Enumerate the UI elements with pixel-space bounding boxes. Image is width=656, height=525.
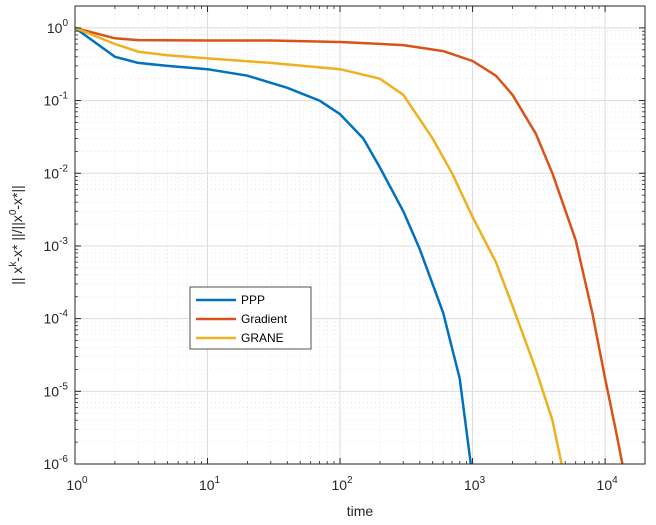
- tick-base: 10: [44, 165, 60, 181]
- y-tick-label: 10-6: [44, 454, 69, 472]
- tick-base: 10: [199, 477, 215, 493]
- tick-base: 10: [66, 477, 82, 493]
- tick-exponent: -2: [59, 163, 68, 174]
- tick-base: 10: [464, 477, 480, 493]
- y-tick-label: 10-1: [44, 91, 69, 109]
- legend-label-grane: GRANE: [241, 331, 284, 345]
- x-tick-label: 103: [464, 475, 486, 493]
- series-line-ppp: [74, 26, 473, 465]
- tick-marks: [74, 5, 646, 465]
- y-tick-label: 10-3: [44, 236, 69, 254]
- tick-base: 10: [47, 20, 63, 36]
- tick-base: 10: [44, 93, 60, 109]
- tick-exponent: 0: [62, 18, 68, 29]
- y-tick-label: 10-4: [44, 309, 69, 327]
- tick-base: 10: [331, 477, 347, 493]
- legend-label-ppp: PPP: [241, 293, 265, 307]
- series-line-gradient: [74, 26, 624, 465]
- tick-exponent: 3: [480, 475, 486, 486]
- legend: PPP Gradient GRANE: [189, 286, 312, 350]
- x-axis-label: time: [347, 503, 374, 519]
- tick-exponent: 0: [82, 475, 88, 486]
- x-tick-label: 104: [597, 475, 619, 493]
- series-line-grane: [74, 26, 563, 465]
- y-tick-label: 10-2: [44, 163, 69, 181]
- tick-exponent: -5: [59, 381, 68, 392]
- x-tick-label: 102: [331, 475, 353, 493]
- tick-base: 10: [597, 477, 613, 493]
- tick-exponent: 1: [215, 475, 221, 486]
- tick-exponent: 4: [612, 475, 618, 486]
- tick-exponent: -4: [59, 309, 68, 320]
- y-tick-label: 10-5: [44, 381, 69, 399]
- legend-label-gradient: Gradient: [241, 312, 288, 326]
- tick-base: 10: [44, 383, 60, 399]
- tick-exponent: -6: [59, 454, 68, 465]
- tick-exponent: -3: [59, 236, 68, 247]
- tick-base: 10: [44, 311, 60, 327]
- x-tick-labels: 100 101 102 103 104: [66, 475, 618, 493]
- tick-exponent: 2: [347, 475, 353, 486]
- series-layer: [74, 26, 624, 465]
- x-tick-label: 100: [66, 475, 88, 493]
- plot-frame: [74, 5, 646, 465]
- y-axis-label: || xk-x* ||/||x0-x*||: [8, 185, 25, 285]
- x-tick-label: 101: [199, 475, 221, 493]
- tick-base: 10: [44, 456, 60, 472]
- minor-grid: [75, 5, 646, 464]
- tick-exponent: -1: [59, 91, 68, 102]
- y-tick-label: 100: [47, 18, 69, 36]
- plot-area: [75, 6, 645, 464]
- tick-base: 10: [44, 238, 60, 254]
